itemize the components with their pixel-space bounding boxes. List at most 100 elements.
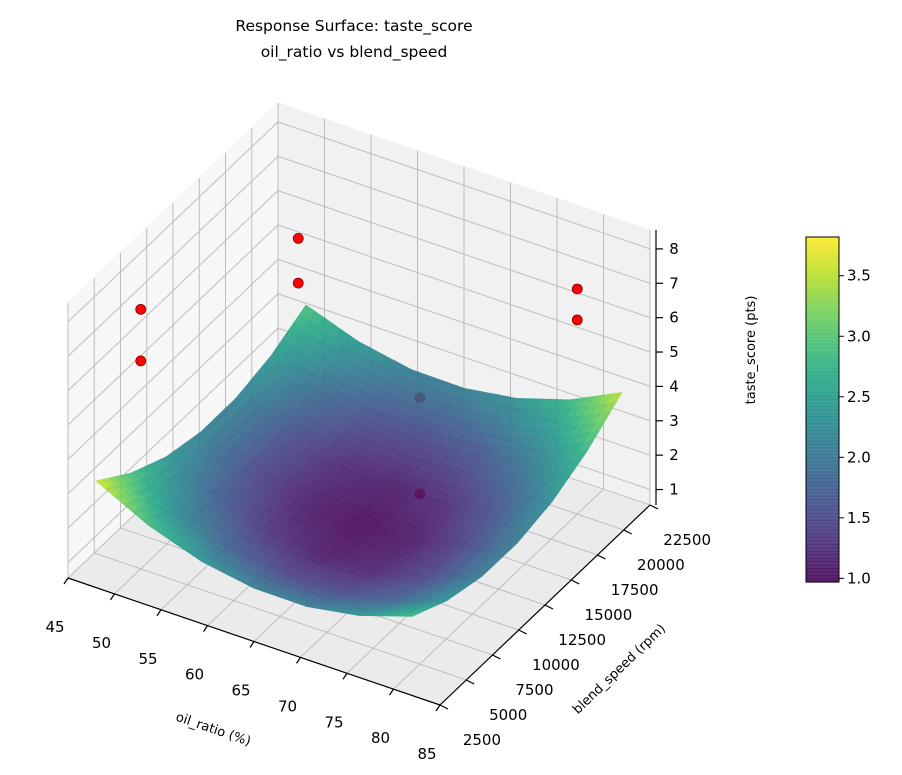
y-tick-label: 15000 — [585, 606, 633, 624]
x-tick-mark — [156, 609, 162, 617]
colorbar-segment — [806, 326, 839, 331]
colorbar-segment — [806, 457, 839, 462]
colorbar-segment — [806, 568, 839, 573]
colorbar-tick-label: 1.5 — [847, 509, 871, 527]
colorbar-segment — [806, 502, 839, 507]
z-tick-label: 5 — [669, 343, 679, 361]
colorbar-tick-label: 1.0 — [847, 569, 871, 587]
colorbar-segment — [806, 395, 839, 400]
colorbar-segment — [806, 292, 839, 297]
colorbar-segment — [806, 295, 839, 300]
x-tick-label: 50 — [92, 634, 111, 652]
y-tick-mark — [570, 579, 580, 585]
surface-facet — [403, 613, 419, 617]
colorbar-segment — [806, 350, 839, 355]
gridline-y-floor — [94, 552, 467, 681]
colorbar-segment — [806, 537, 839, 542]
x-tick-mark — [296, 657, 301, 664]
colorbar-segment — [806, 371, 839, 376]
colorbar-segment — [806, 485, 839, 490]
colorbar-segment — [806, 506, 839, 511]
colorbar-segment — [806, 357, 839, 362]
y-tick-mark — [465, 679, 475, 685]
colorbar-segment — [806, 423, 839, 428]
z-axis-label: taste_score (pts) — [744, 296, 759, 405]
colorbar-segment — [806, 530, 839, 535]
x-tick-label: 75 — [324, 713, 343, 731]
colorbar-segment — [806, 412, 839, 417]
colorbar-segment — [806, 499, 839, 504]
colorbar-segment — [806, 575, 839, 580]
colorbar-segment — [806, 299, 839, 304]
x-tick-label: 45 — [45, 618, 64, 636]
colorbar: 1.0 1.5 2.0 2.5 3.0 3.5 — [805, 236, 871, 587]
colorbar-segment — [806, 399, 839, 404]
colorbar-segment — [806, 481, 839, 486]
y-tick-label: 2500 — [463, 731, 501, 749]
colorbar-segment — [806, 240, 839, 245]
colorbar-segment — [806, 492, 839, 497]
y-tick-mark — [544, 604, 554, 610]
colorbar-segment — [806, 440, 839, 445]
colorbar-segment — [806, 488, 839, 493]
gridline-z-left — [67, 293, 279, 495]
z-tick-label: 3 — [669, 412, 679, 430]
data-point — [135, 303, 147, 315]
colorbar-segment — [806, 444, 839, 449]
colorbar-segment — [806, 364, 839, 369]
colorbar-segment — [806, 257, 839, 262]
x-tick-mark — [63, 577, 69, 585]
colorbar-segment — [806, 278, 839, 283]
gridline-z-back — [277, 224, 651, 353]
gridline-z-left — [67, 121, 279, 323]
gridline-z-left — [67, 190, 279, 392]
colorbar-segment — [806, 274, 839, 279]
x-tick-mark — [249, 641, 255, 648]
colorbar-tick-label: 3.0 — [847, 327, 871, 345]
chart-title-line-2: oil_ratio vs blend_speed — [261, 43, 448, 62]
colorbar-segment — [806, 416, 839, 421]
y-tick-label: 7500 — [515, 681, 553, 699]
y-tick-label: 10000 — [532, 656, 580, 674]
colorbar-segment — [806, 478, 839, 483]
z-tick-label: 6 — [669, 309, 679, 327]
x-tick-label: 65 — [231, 682, 250, 700]
data-point — [292, 233, 304, 244]
colorbar-segment — [806, 309, 839, 314]
colorbar-segment — [806, 437, 839, 442]
y-tick-mark — [649, 504, 659, 510]
colorbar-segment — [806, 250, 839, 255]
gridline-z-left — [67, 155, 279, 357]
colorbar-segment — [806, 557, 839, 562]
y-tick-mark — [518, 629, 528, 635]
colorbar-segment — [806, 354, 839, 359]
data-point — [571, 283, 583, 295]
colorbar-segment — [806, 578, 839, 583]
y-tick-mark — [597, 554, 606, 560]
colorbar-segment — [806, 533, 839, 538]
colorbar-segment — [806, 433, 839, 438]
colorbar-segment — [806, 540, 839, 545]
colorbar-segment — [806, 519, 839, 524]
colorbar-segment — [806, 247, 839, 252]
colorbar-segment — [806, 340, 839, 345]
colorbar-segment — [806, 388, 839, 393]
colorbar-segment — [806, 243, 839, 248]
gridline-z-back — [277, 121, 651, 250]
colorbar-segment — [806, 454, 839, 459]
colorbar-segment — [806, 464, 839, 469]
x-tick-mark — [203, 625, 208, 632]
y-tick-label: 20000 — [637, 556, 685, 574]
colorbar-segment — [806, 554, 839, 559]
x-tick-label: 85 — [417, 745, 436, 763]
colorbar-segment — [806, 526, 839, 531]
y-tick-label: 5000 — [489, 706, 527, 724]
x-tick-label: 55 — [138, 650, 157, 668]
colorbar-tick-label: 2.5 — [847, 388, 871, 406]
colorbar-segment — [806, 312, 839, 317]
surface-mesh — [95, 304, 623, 617]
y-tick-mark — [623, 529, 633, 535]
x-tick-label: 70 — [278, 697, 297, 715]
chart-title-line-1: Response Surface: taste_score — [235, 17, 472, 36]
colorbar-segment — [806, 361, 839, 366]
